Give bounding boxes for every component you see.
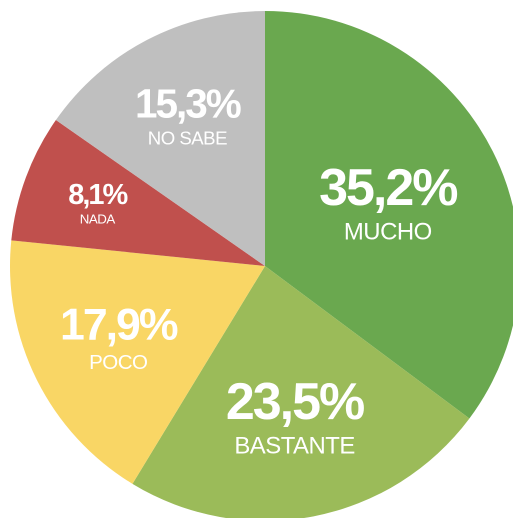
value-label: 15,3% [135,81,241,127]
value-label: 35,2% [319,159,457,217]
category-label: POCO [89,351,147,374]
pie-slice [11,120,265,266]
value-label: 17,9% [60,301,178,350]
category-label: BASTANTE [234,432,354,459]
value-label: 8,1% [68,179,127,211]
category-label: NO SABE [148,127,227,148]
category-label: MUCHO [344,218,432,245]
pie-slice [265,11,513,419]
value-label: 23,5% [226,373,364,431]
category-label: NADA [80,211,116,226]
pie-slice [9,240,266,484]
pie-slice [55,11,265,266]
pie-slice [132,266,470,518]
